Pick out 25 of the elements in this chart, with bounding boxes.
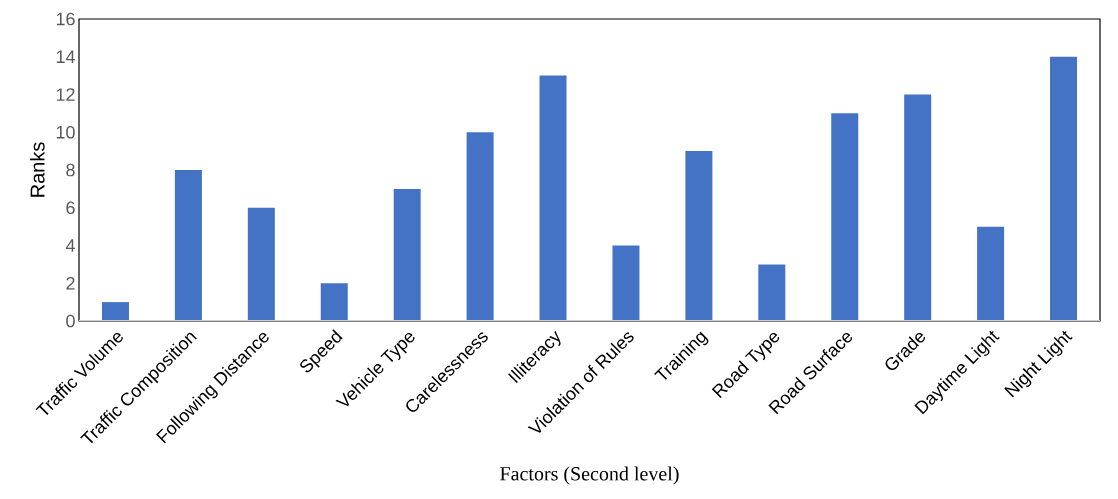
bar bbox=[320, 283, 348, 321]
bar bbox=[539, 75, 567, 321]
x-axis-title: Factors (Second level) bbox=[500, 466, 679, 485]
bar bbox=[758, 264, 786, 321]
y-tick-label: 10 bbox=[56, 125, 75, 139]
y-tick-label: 6 bbox=[66, 201, 75, 215]
bar bbox=[612, 245, 640, 321]
y-axis-title: Ranks bbox=[29, 142, 45, 197]
bar bbox=[904, 94, 932, 321]
bar bbox=[174, 170, 202, 321]
y-tick-label: 4 bbox=[65, 239, 75, 252]
bar bbox=[685, 151, 713, 321]
bar bbox=[393, 188, 421, 321]
bar bbox=[1050, 56, 1078, 321]
y-tick-label: 0 bbox=[66, 314, 75, 328]
y-tick-label: 12 bbox=[56, 88, 75, 101]
y-tick-label: 8 bbox=[66, 163, 75, 177]
bar bbox=[977, 226, 1005, 321]
bar bbox=[101, 302, 129, 321]
y-tick-label: 16 bbox=[56, 12, 75, 26]
bar bbox=[466, 132, 494, 321]
y-tick-label: 14 bbox=[56, 50, 75, 63]
y-tick-label: 2 bbox=[66, 276, 75, 290]
bar bbox=[831, 113, 859, 321]
bar bbox=[247, 207, 275, 321]
